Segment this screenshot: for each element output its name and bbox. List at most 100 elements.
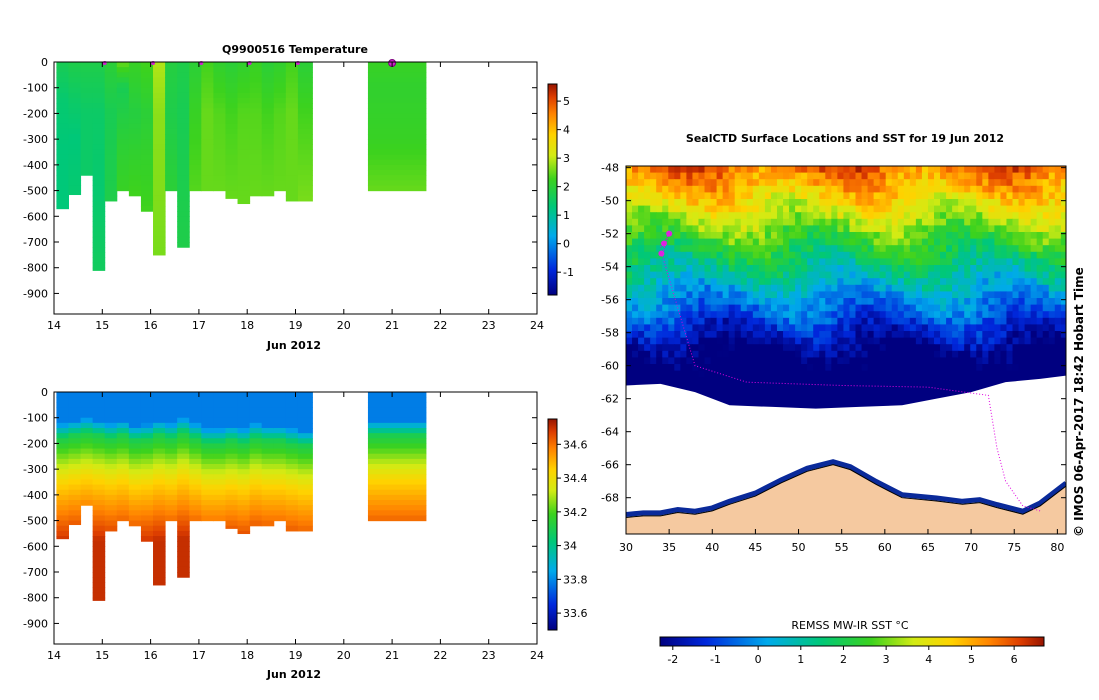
profile-cell [237, 170, 251, 176]
sst-cell [776, 212, 784, 220]
profile-cell [140, 149, 154, 156]
sst-cell [752, 212, 760, 220]
sst-cell [1042, 199, 1050, 207]
profile-cell [80, 433, 94, 439]
profile-cell [201, 175, 214, 181]
sst-cell [638, 331, 645, 339]
profile-cell [128, 417, 142, 424]
sst-cell [837, 364, 845, 372]
sst-cell [789, 278, 796, 286]
profile-cell [165, 103, 178, 109]
sst-cell [1036, 238, 1044, 246]
sst-cell [897, 265, 905, 273]
profile-cell [261, 479, 275, 486]
sst-cell [638, 364, 645, 372]
sst-cell [674, 271, 681, 279]
sst-cell [897, 370, 905, 378]
profile-cell [177, 103, 190, 109]
profile-cell [261, 489, 275, 496]
profile-cell [273, 154, 287, 161]
sst-cell [964, 265, 971, 273]
sst-cell [897, 232, 905, 240]
sst-cell [934, 317, 941, 326]
sst-cell [1048, 199, 1056, 207]
sst-cell [1054, 245, 1062, 253]
sst-cell [1018, 357, 1026, 365]
sst-cell [656, 192, 663, 200]
sst-cell [807, 390, 814, 398]
sst-cell [940, 245, 947, 253]
profile-cell [177, 113, 190, 120]
sst-cell [698, 212, 706, 220]
sst-cell [674, 166, 681, 174]
sst-cell [855, 251, 863, 260]
profile-cell [225, 402, 239, 409]
profile-cell [249, 433, 263, 439]
x-tick-label: 17 [192, 649, 206, 662]
sst-cell [897, 377, 905, 385]
profile-cell [201, 154, 214, 161]
profile-cell [153, 428, 166, 434]
profile-cell [285, 154, 299, 161]
sst-cell [1054, 258, 1062, 266]
profile-cell [225, 458, 239, 465]
sst-cell [728, 350, 736, 359]
sst-cell [716, 350, 724, 359]
sst-cell [976, 265, 983, 273]
sst-cell [1006, 370, 1014, 378]
sst-cell [861, 390, 869, 398]
sst-cell [740, 218, 748, 227]
profile-cell [297, 72, 313, 79]
sst-cell [650, 172, 657, 180]
profile-cell [249, 113, 263, 120]
profile-cell [92, 108, 106, 115]
sst-cell [813, 403, 820, 411]
sst-cell [758, 331, 766, 339]
sst-cell [958, 331, 965, 339]
profile-cell [367, 103, 427, 109]
sst-cell [909, 265, 917, 273]
sst-cell [1000, 265, 1008, 273]
sst-cell [825, 364, 832, 372]
profile-cell [128, 118, 142, 125]
sst-cell [807, 298, 814, 306]
sst-cell [897, 337, 905, 345]
profile-cell [249, 164, 263, 171]
sst-cell [831, 166, 838, 174]
profile-cell [104, 154, 118, 161]
sst-cell [710, 390, 718, 398]
sst-cell [897, 258, 905, 266]
sst-cell [668, 284, 675, 293]
profile-cell [273, 72, 287, 79]
profile-cell [165, 448, 178, 455]
sst-cell [915, 331, 923, 339]
sst-cell [976, 271, 983, 279]
profile-cell [261, 494, 275, 501]
sst-cell [716, 377, 724, 385]
sst-cell [1054, 265, 1062, 273]
x-tick-label: 15 [95, 649, 109, 662]
profile-cell [140, 180, 154, 187]
sst-cell [626, 179, 633, 187]
profile-cell [128, 67, 142, 73]
sst-cell [1024, 291, 1032, 299]
sst-cell [674, 357, 681, 365]
profile-cell [177, 505, 190, 511]
sst-cell [958, 284, 965, 293]
profile-cell [68, 113, 82, 120]
sst-cell [716, 337, 724, 345]
sst-cell [758, 166, 766, 174]
profile-cell [165, 438, 178, 445]
sst-cell [970, 357, 977, 365]
profile-cell [285, 469, 299, 475]
sst-cell [964, 357, 971, 365]
profile-cell [128, 505, 142, 511]
sst-cell [885, 304, 893, 312]
profile-cell [285, 397, 299, 403]
profile-cell [273, 103, 287, 109]
sst-cell [825, 390, 832, 398]
profile-cell [225, 453, 239, 460]
sst-cell [680, 258, 687, 266]
sst-cell [662, 172, 669, 180]
sst-cell [819, 344, 826, 352]
